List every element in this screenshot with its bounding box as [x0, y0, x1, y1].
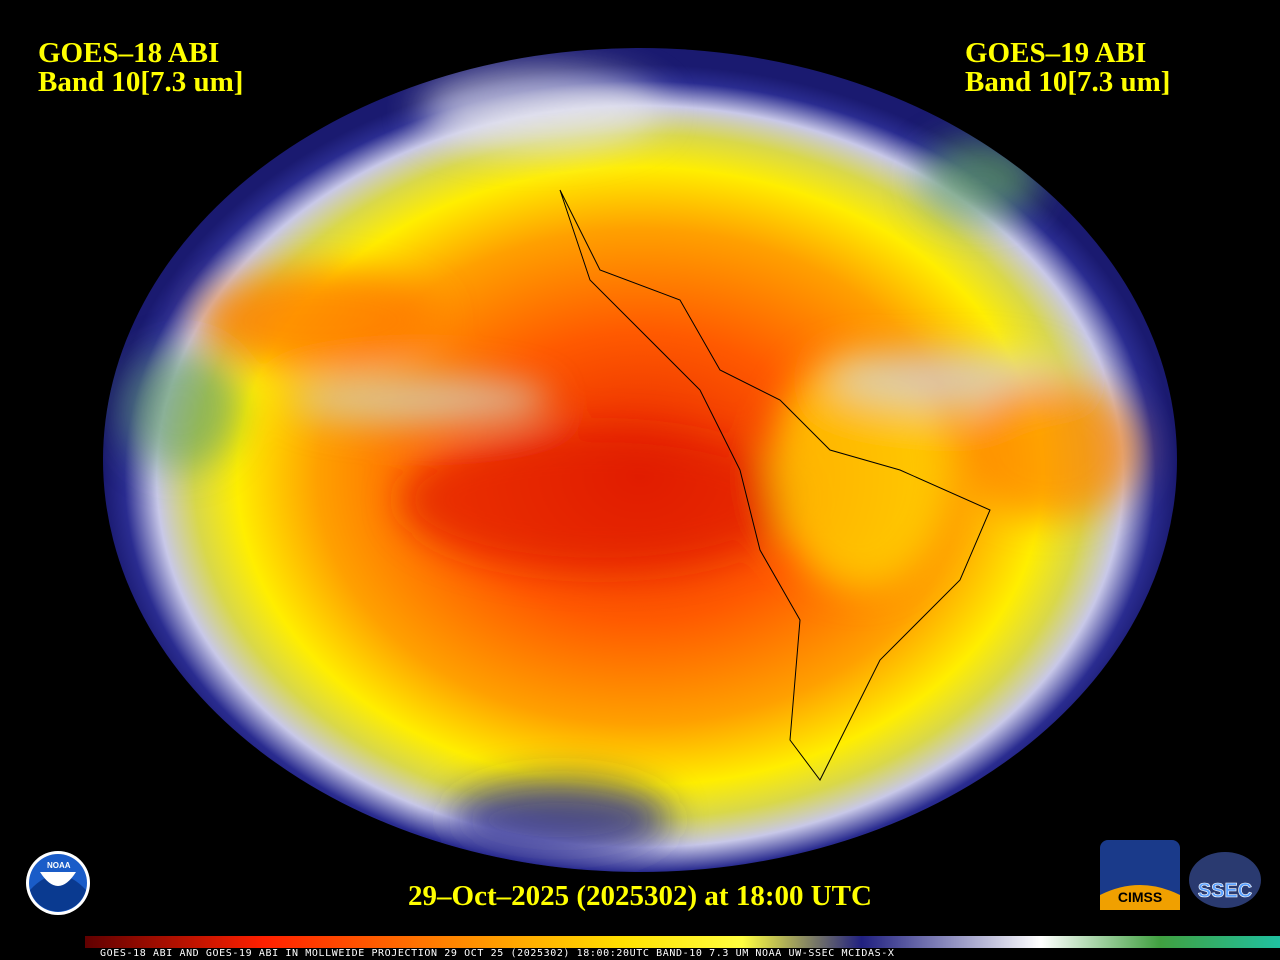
- coastline: [559, 189, 991, 781]
- left-band: Band 10[7.3 um]: [38, 66, 243, 98]
- right-band: Band 10[7.3 um]: [965, 66, 1170, 98]
- caption: GOES-18 ABI AND GOES-19 ABI IN MOLLWEIDE…: [100, 948, 894, 959]
- left-satellite: GOES–18 ABI: [38, 37, 219, 69]
- right-satellite: GOES–19 ABI: [965, 37, 1146, 69]
- ssec-text: SSEC: [1198, 880, 1252, 902]
- noaa-text: NOAA: [47, 861, 71, 870]
- cimss-logo: CIMSS: [1100, 840, 1180, 910]
- cimss-text: CIMSS: [1118, 889, 1162, 905]
- cloud-features: [120, 70, 1140, 860]
- color-bar: [85, 936, 1280, 948]
- timestamp: 29–Oct–2025 (2025302) at 18:00 UTC: [408, 880, 872, 912]
- ssec-logo: SSEC: [1189, 852, 1261, 908]
- noaa-logo: NOAA: [26, 851, 90, 915]
